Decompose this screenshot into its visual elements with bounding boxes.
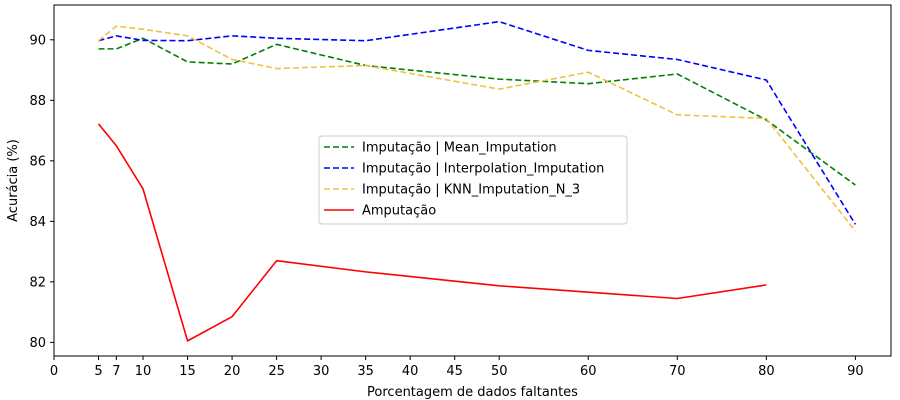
y-tick-label: 82: [29, 275, 46, 290]
legend-entry-label: Amputação: [362, 204, 436, 219]
series-line-3: [98, 25, 857, 232]
x-tick-label: 0: [50, 364, 58, 379]
y-axis-ticks: 80 82 84 86 88 90: [29, 33, 54, 351]
legend-entry-label: Imputação | Interpolation_Imputation: [362, 162, 604, 177]
y-tick-label: 80: [29, 336, 46, 351]
x-tick-label: 15: [179, 364, 196, 379]
x-tick-label: 60: [580, 364, 597, 379]
series-line-2: [98, 20, 857, 225]
x-tick-label: 90: [847, 364, 864, 379]
legend-entry-label: Imputação | KNN_Imputation_N_3: [362, 183, 580, 198]
x-tick-label: 7: [112, 364, 120, 379]
y-axis-label: Acurácia (%): [6, 139, 21, 222]
x-axis-ticks: 0 5 7 10 15 20 25 30 35 40 45 50 60 70 80 90: [50, 356, 864, 379]
legend-entry-label: Imputação | Mean_Imputation: [362, 141, 557, 156]
x-tick-label: 45: [446, 364, 463, 379]
x-tick-label: 50: [491, 364, 508, 379]
x-tick-label: 35: [357, 364, 374, 379]
y-tick-label: 84: [29, 215, 46, 230]
plot-series: [97, 20, 857, 342]
y-tick-label: 88: [29, 94, 46, 109]
x-axis-label: Porcentagem de dados faltantes: [367, 385, 578, 400]
x-tick-label: 20: [224, 364, 241, 379]
x-tick-label: 40: [402, 364, 419, 379]
y-tick-label: 90: [29, 33, 46, 48]
x-tick-label: 5: [94, 364, 102, 379]
x-tick-label: 70: [669, 364, 686, 379]
axes-frame: [53, 4, 892, 357]
x-tick-label: 80: [758, 364, 775, 379]
x-tick-label: 25: [268, 364, 285, 379]
legend-box: [318, 135, 628, 225]
x-tick-label: 10: [135, 364, 152, 379]
x-tick-label: 30: [313, 364, 330, 379]
y-tick-label: 86: [29, 154, 46, 169]
legend: Imputação | Mean_Imputation Imputação | I…: [318, 135, 628, 225]
series-line-4: [97, 123, 767, 342]
